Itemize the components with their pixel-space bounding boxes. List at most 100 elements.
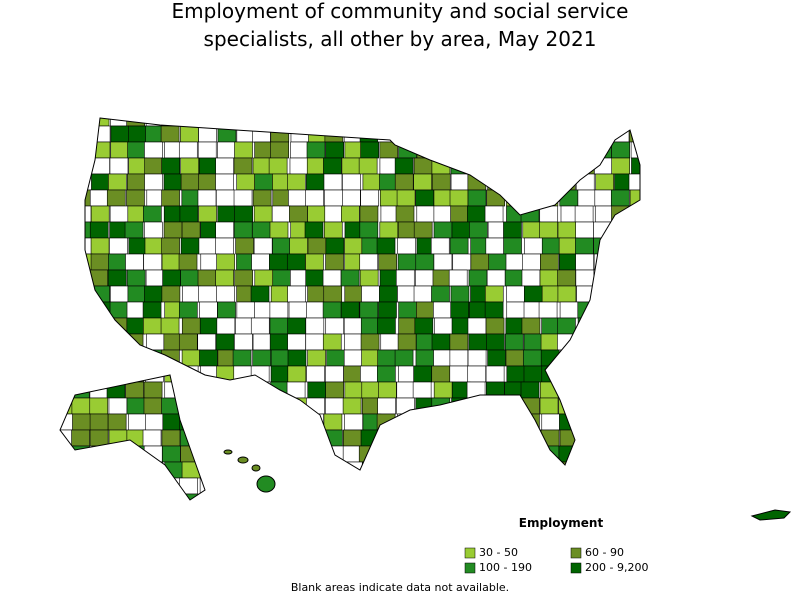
area bbox=[397, 477, 417, 495]
area bbox=[287, 333, 306, 351]
area bbox=[343, 317, 363, 335]
area bbox=[467, 173, 487, 191]
area bbox=[180, 269, 199, 287]
area bbox=[288, 189, 307, 207]
area bbox=[577, 493, 596, 500]
area bbox=[180, 173, 200, 191]
area bbox=[649, 206, 667, 222]
area bbox=[108, 253, 127, 271]
area bbox=[269, 253, 288, 271]
area bbox=[612, 381, 632, 399]
area bbox=[252, 221, 271, 239]
area bbox=[180, 381, 200, 399]
area bbox=[541, 413, 561, 431]
area bbox=[452, 253, 472, 271]
area bbox=[397, 125, 417, 143]
area bbox=[540, 333, 560, 351]
area bbox=[252, 189, 272, 207]
area bbox=[199, 317, 219, 335]
area bbox=[415, 253, 435, 271]
area bbox=[430, 237, 450, 255]
area bbox=[359, 269, 379, 287]
area bbox=[252, 333, 272, 351]
area bbox=[268, 157, 288, 175]
area bbox=[344, 381, 364, 399]
area bbox=[233, 221, 253, 239]
area bbox=[216, 253, 235, 271]
area bbox=[128, 125, 147, 143]
area bbox=[486, 333, 505, 351]
area bbox=[91, 445, 111, 463]
area bbox=[60, 157, 74, 175]
area bbox=[467, 189, 487, 207]
area bbox=[379, 189, 399, 207]
area bbox=[107, 333, 127, 351]
area bbox=[378, 301, 397, 319]
area bbox=[575, 269, 595, 287]
area bbox=[593, 237, 612, 255]
area bbox=[376, 237, 396, 255]
area bbox=[575, 445, 594, 463]
area bbox=[143, 445, 163, 463]
area bbox=[433, 301, 452, 319]
area bbox=[521, 317, 541, 335]
area bbox=[467, 493, 486, 500]
area bbox=[560, 349, 580, 367]
area bbox=[541, 237, 561, 255]
area bbox=[522, 221, 542, 239]
area bbox=[557, 477, 577, 495]
area bbox=[253, 381, 272, 399]
area bbox=[523, 445, 543, 463]
legend-label: 100 - 190 bbox=[479, 561, 532, 574]
area bbox=[594, 205, 614, 223]
area bbox=[359, 253, 379, 271]
area bbox=[107, 413, 127, 431]
area bbox=[610, 125, 630, 143]
area bbox=[325, 381, 344, 399]
area bbox=[506, 477, 525, 495]
area bbox=[468, 269, 488, 287]
area bbox=[198, 493, 218, 500]
area bbox=[89, 429, 109, 447]
area bbox=[576, 397, 595, 415]
area bbox=[610, 429, 630, 447]
area bbox=[306, 141, 326, 159]
area bbox=[611, 365, 630, 383]
area bbox=[650, 366, 668, 382]
area bbox=[416, 205, 436, 223]
area bbox=[522, 349, 542, 367]
area bbox=[60, 141, 73, 159]
area bbox=[72, 205, 92, 223]
area bbox=[91, 317, 110, 335]
area bbox=[574, 205, 594, 223]
area bbox=[343, 429, 362, 447]
area bbox=[198, 397, 217, 415]
area bbox=[128, 413, 147, 431]
area bbox=[233, 429, 252, 447]
area bbox=[161, 118, 180, 127]
area bbox=[610, 189, 630, 207]
area bbox=[308, 477, 327, 495]
area bbox=[541, 317, 560, 335]
area bbox=[379, 141, 399, 159]
area bbox=[181, 349, 201, 367]
area bbox=[379, 173, 398, 191]
area bbox=[467, 445, 487, 463]
area bbox=[144, 237, 164, 255]
area bbox=[575, 381, 595, 399]
area bbox=[160, 317, 180, 335]
area bbox=[628, 413, 640, 431]
area bbox=[467, 118, 487, 127]
area bbox=[144, 221, 163, 239]
area bbox=[125, 477, 145, 495]
area bbox=[250, 285, 270, 303]
area bbox=[539, 189, 559, 207]
legend-label: 30 - 50 bbox=[479, 546, 518, 559]
area bbox=[289, 477, 308, 495]
legend-swatch bbox=[464, 562, 476, 574]
area bbox=[577, 301, 597, 319]
area bbox=[611, 269, 631, 287]
area bbox=[178, 333, 198, 351]
area bbox=[432, 477, 451, 495]
area bbox=[306, 429, 326, 447]
